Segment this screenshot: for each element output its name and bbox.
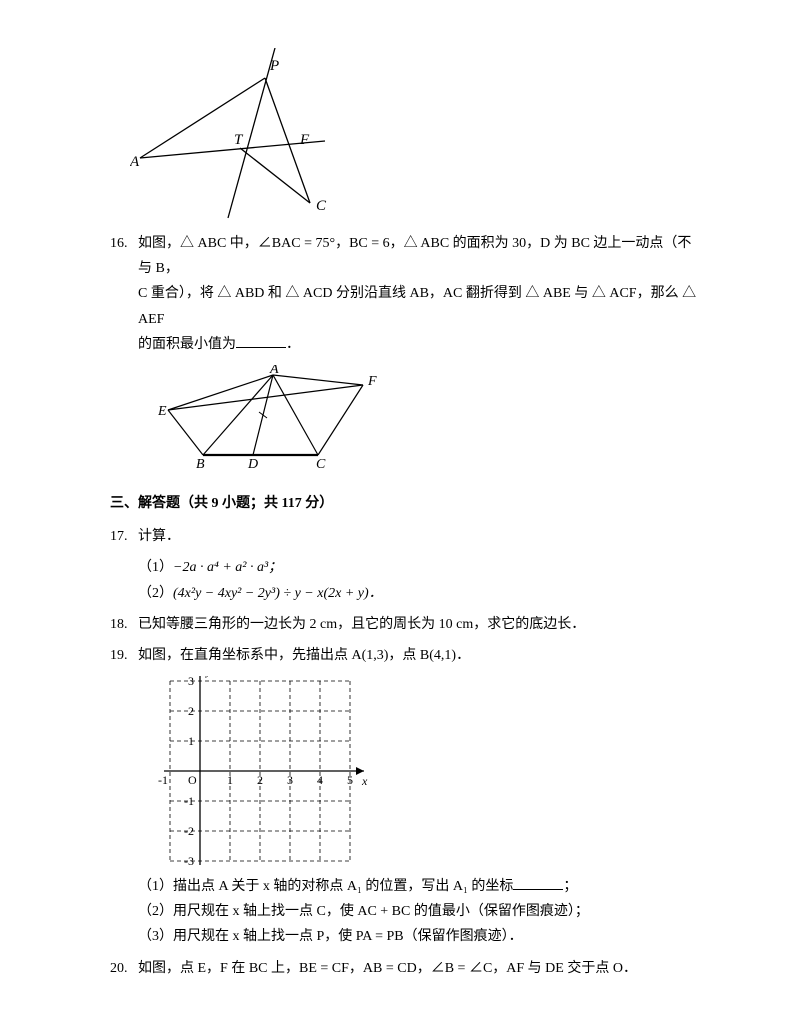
q19-svg: Ox y -1 1 2 3 4 5 1 2 3 -1 -2 -3: [158, 676, 398, 866]
q16-line3: 的面积最小值为: [138, 337, 236, 352]
q15-svg: A T F P C: [130, 48, 340, 223]
question-16: 16. 如图，△ ABC 中，∠BAC = 75°，BC = 6，△ ABC 的…: [110, 231, 704, 357]
svg-text:-3: -3: [184, 854, 194, 866]
svg-text:C: C: [316, 457, 326, 472]
svg-text:-1: -1: [184, 794, 194, 808]
svg-text:3: 3: [287, 773, 293, 787]
svg-text:E: E: [158, 404, 167, 419]
q16-number: 16.: [110, 231, 138, 357]
q16-line1: 如图，△ ABC 中，∠BAC = 75°，BC = 6，△ ABC 的面积为 …: [138, 236, 691, 276]
svg-text:P: P: [269, 58, 279, 74]
q16-line2: C 重合），将 △ ABD 和 △ ACD 分别沿直线 AB，AC 翻折得到 △…: [138, 286, 696, 326]
question-17: 17. 计算．: [110, 524, 704, 549]
q17-sub1-label: （1）: [138, 560, 173, 575]
q17-sub2-label: （2）: [138, 586, 173, 601]
question-19: 19. 如图，在直角坐标系中，先描出点 A(1,3)，点 B(4,1)．: [110, 643, 704, 668]
svg-text:2: 2: [257, 773, 263, 787]
q17-body: 计算．: [138, 524, 704, 549]
figure-q15: A T F P C: [130, 48, 704, 223]
svg-text:1: 1: [188, 734, 194, 748]
q16-body: 如图，△ ABC 中，∠BAC = 75°，BC = 6，△ ABC 的面积为 …: [138, 231, 704, 357]
q17-sub2: （2）(4x²y − 4xy² − 2y³) ÷ y − x(2x + y)．: [138, 581, 704, 606]
svg-text:5: 5: [347, 773, 353, 787]
q17-sub1: （1）−2a · a⁴ + a² · a³；: [138, 555, 704, 580]
q18-body: 已知等腰三角形的一边长为 2 cm，且它的周长为 10 cm，求它的底边长．: [138, 612, 704, 637]
q19-sub1: （1）描出点 A 关于 x 轴的对称点 A₁ 的位置，写出 A₁ 的坐标 ；: [138, 874, 704, 899]
figure-q16: A F E B D C: [158, 365, 704, 473]
question-18: 18. 已知等腰三角形的一边长为 2 cm，且它的周长为 10 cm，求它的底边…: [110, 612, 704, 637]
svg-text:-1: -1: [158, 773, 168, 787]
svg-text:x: x: [361, 774, 368, 788]
q17-number: 17.: [110, 524, 138, 549]
question-20: 20. 如图，点 E，F 在 BC 上，BE = CF，AB = CD，∠B =…: [110, 956, 704, 981]
svg-text:O: O: [188, 773, 197, 787]
svg-text:-2: -2: [184, 824, 194, 838]
svg-text:2: 2: [188, 704, 194, 718]
svg-text:F: F: [367, 374, 377, 389]
svg-text:F: F: [299, 132, 310, 148]
svg-text:4: 4: [317, 773, 323, 787]
q19-sub1-end: ；: [563, 879, 577, 894]
q17-sub2-expr: (4x²y − 4xy² − 2y³) ÷ y − x(2x + y)．: [173, 586, 383, 601]
q19-sub3: （3）用尺规在 x 轴上找一点 P，使 PA = PB（保留作图痕迹）．: [138, 924, 704, 949]
q16-svg: A F E B D C: [158, 365, 383, 473]
q20-number: 20.: [110, 956, 138, 981]
q19-sub2: （2）用尺规在 x 轴上找一点 C，使 AC + BC 的值最小（保留作图痕迹）…: [138, 899, 704, 924]
q17-sub1-expr: −2a · a⁴ + a² · a³；: [173, 560, 282, 575]
section-3-title: 三、解答题（共 9 小题；共 117 分）: [110, 491, 704, 516]
svg-text:A: A: [130, 154, 140, 170]
q20-body: 如图，点 E，F 在 BC 上，BE = CF，AB = CD，∠B = ∠C，…: [138, 956, 704, 981]
q18-number: 18.: [110, 612, 138, 637]
q19-number: 19.: [110, 643, 138, 668]
svg-text:1: 1: [227, 773, 233, 787]
figure-q19: Ox y -1 1 2 3 4 5 1 2 3 -1 -2 -3: [158, 676, 704, 866]
svg-text:3: 3: [188, 676, 194, 688]
q19-body: 如图，在直角坐标系中，先描出点 A(1,3)，点 B(4,1)．: [138, 643, 704, 668]
q19-sub1-text: （1）描出点 A 关于 x 轴的对称点 A₁ 的位置，写出 A₁ 的坐标: [138, 879, 513, 894]
svg-text:y: y: [205, 676, 212, 678]
svg-text:T: T: [234, 132, 244, 148]
svg-text:A: A: [269, 365, 279, 377]
q16-blank: [236, 333, 286, 348]
svg-text:D: D: [247, 457, 258, 472]
svg-text:B: B: [196, 457, 205, 472]
svg-text:C: C: [316, 198, 327, 214]
q16-period: ．: [286, 337, 300, 352]
q19-sub1-blank: [513, 875, 563, 890]
